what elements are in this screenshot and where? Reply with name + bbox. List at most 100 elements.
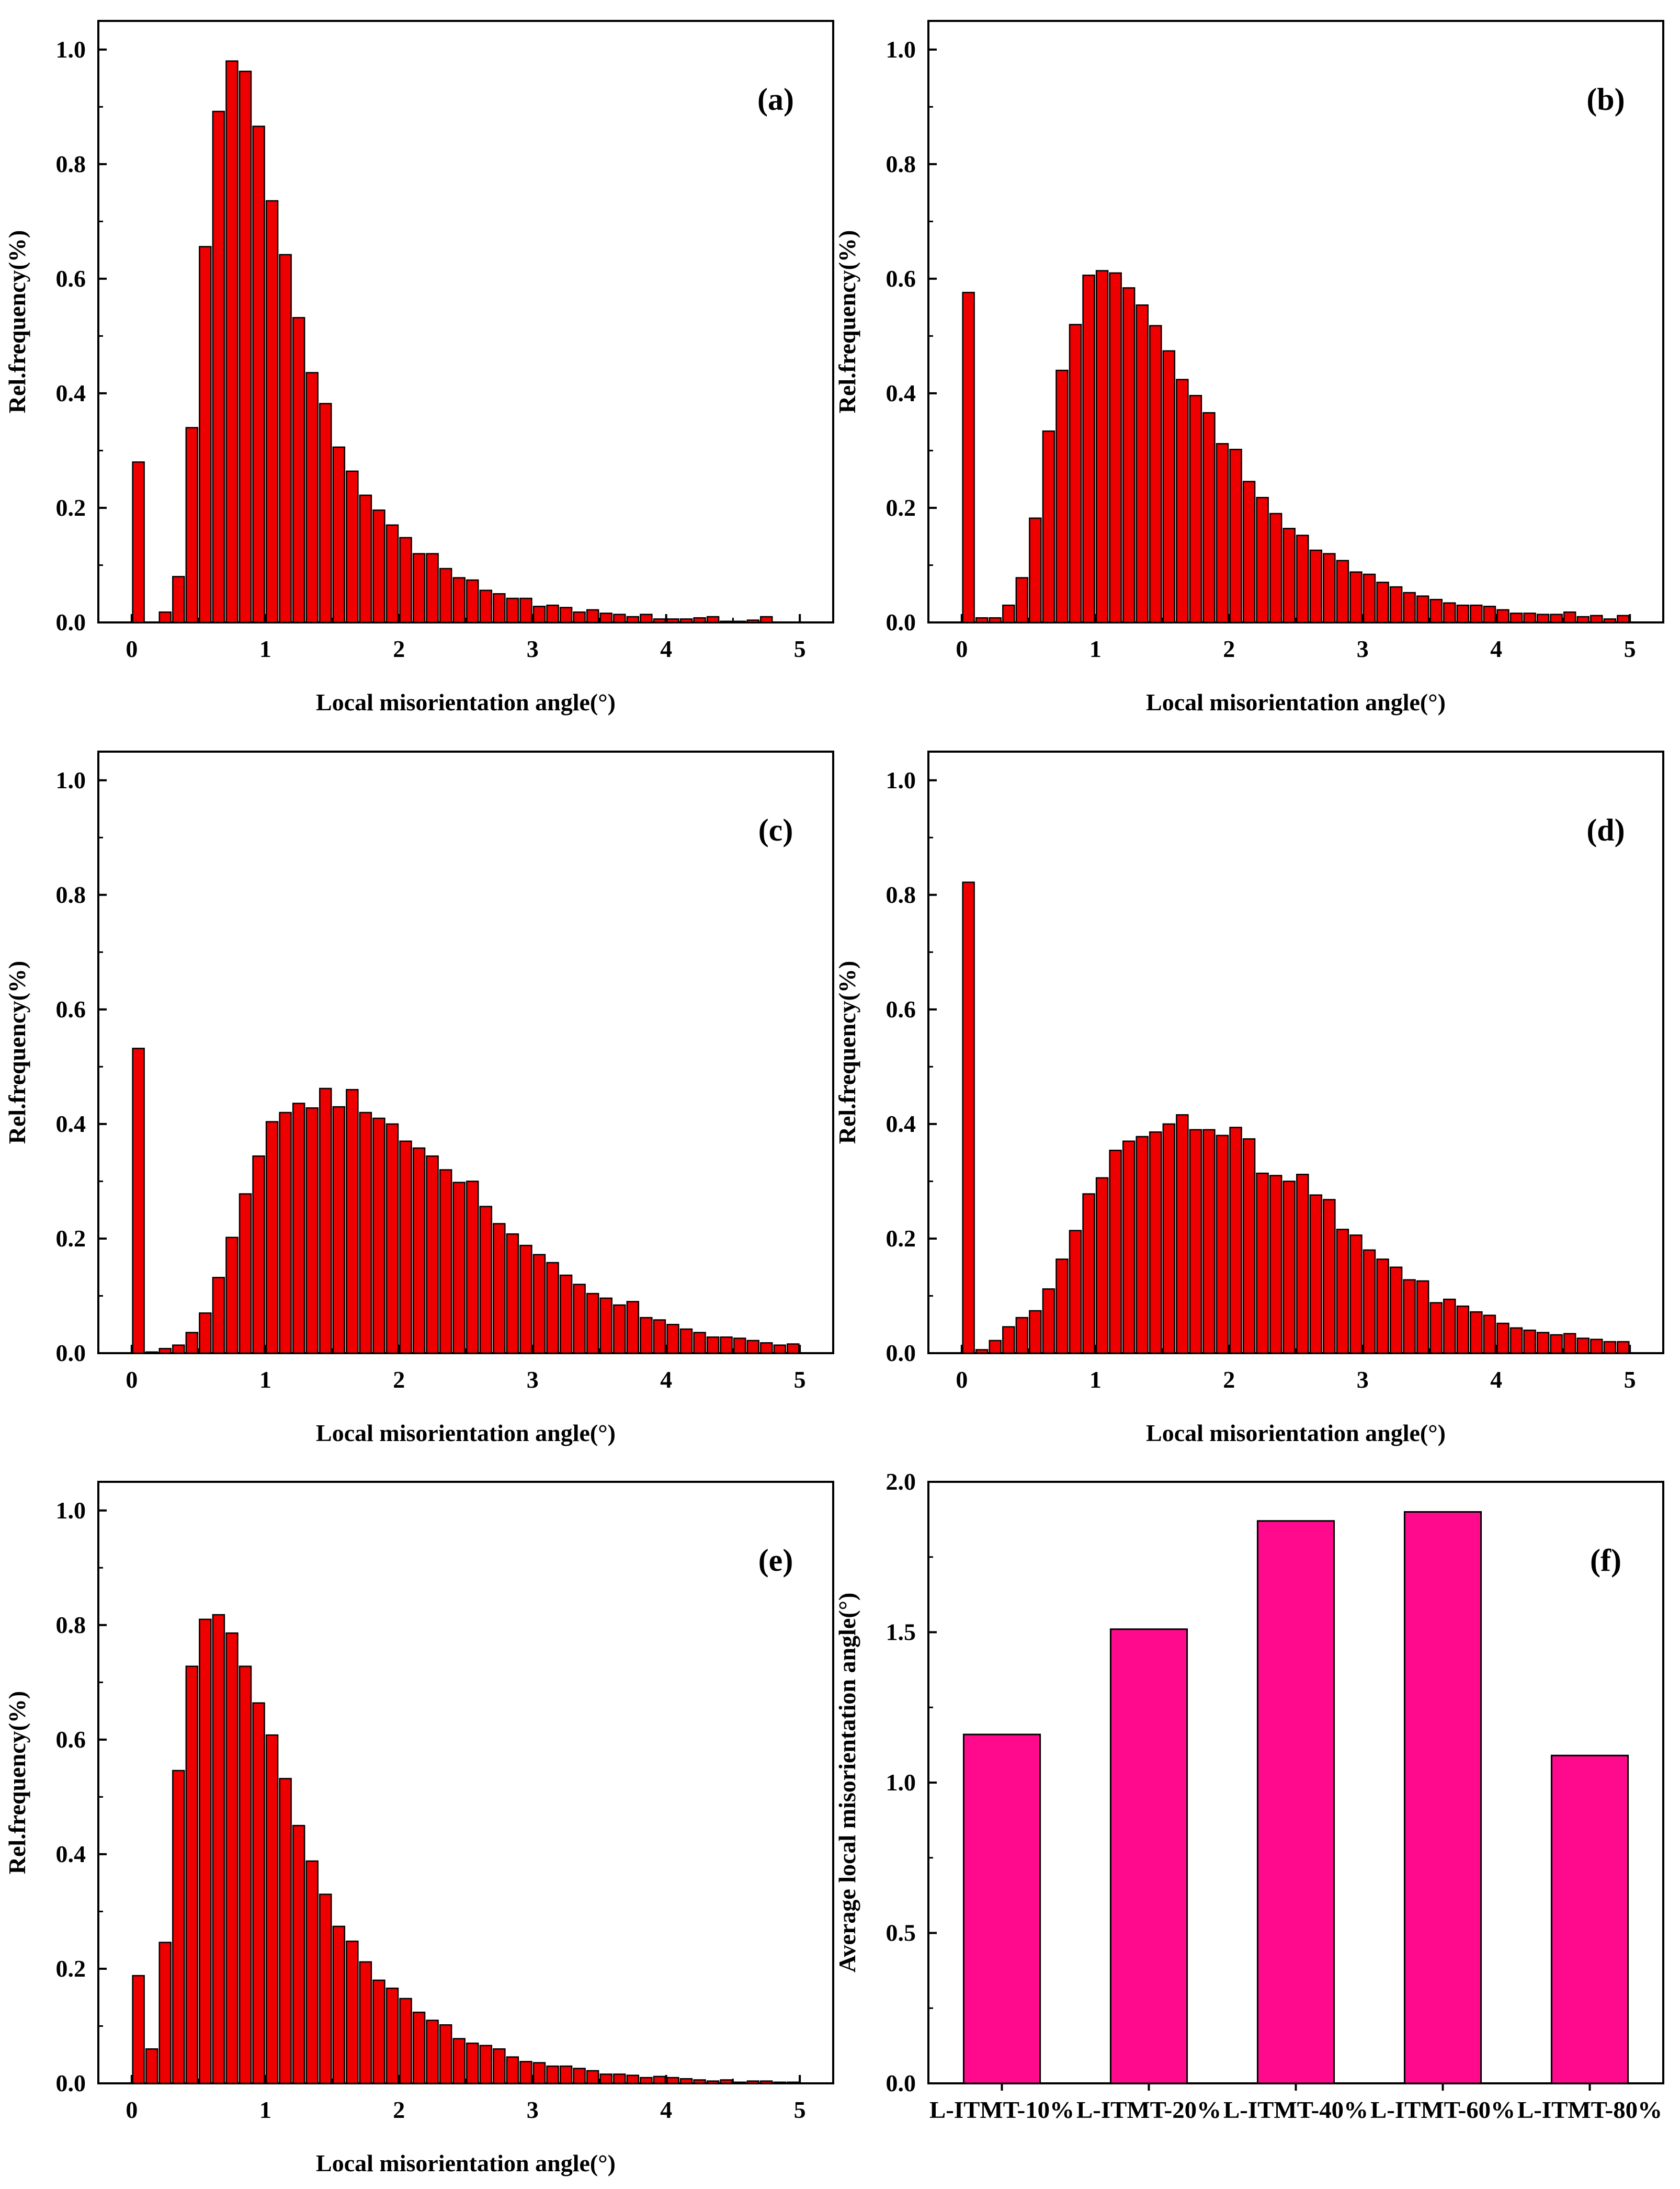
bar — [532, 606, 546, 623]
bar — [346, 470, 359, 623]
bar — [1015, 1317, 1029, 1354]
bar — [292, 1103, 305, 1354]
bar — [1162, 1123, 1176, 1354]
y-tick-label: 0.6 — [56, 1726, 86, 1753]
bar — [493, 2048, 506, 2084]
y-tick-label: 0.8 — [886, 151, 916, 177]
bar — [319, 1893, 332, 2084]
bar — [452, 1182, 466, 1354]
bar — [1336, 1229, 1349, 1354]
bar — [1550, 1334, 1563, 1354]
bar — [1550, 1754, 1629, 2084]
y-tick-label: 1.0 — [56, 36, 86, 63]
bar — [493, 1223, 506, 1354]
bar — [479, 589, 493, 623]
bar — [1296, 1174, 1309, 1354]
bar — [773, 2081, 787, 2084]
x-tick-label: L-ITMT-80% — [1517, 2096, 1662, 2123]
bar — [1149, 325, 1162, 623]
bar — [1403, 1511, 1482, 2084]
bar — [452, 2038, 466, 2084]
x-tick-label: 4 — [660, 2096, 672, 2123]
x-tick-label: L-ITMT-10% — [929, 2096, 1074, 2123]
y-tick-label: 1.5 — [886, 1619, 916, 1646]
bar — [626, 1301, 640, 1354]
bar — [426, 1155, 439, 1354]
bar — [1389, 1266, 1403, 1354]
bar — [1456, 604, 1470, 623]
bar — [1189, 395, 1202, 623]
bar — [599, 613, 612, 623]
bar — [1590, 1339, 1603, 1354]
bar — [1269, 513, 1282, 623]
bar — [679, 2078, 693, 2084]
y-tick-label: 0.0 — [886, 609, 916, 636]
bar — [1376, 582, 1389, 623]
bar — [1536, 1332, 1550, 1354]
y-tick-label: 0.4 — [56, 380, 86, 406]
bar — [372, 1979, 385, 2084]
bar — [1042, 1288, 1055, 1354]
bar — [573, 611, 586, 623]
bar — [212, 1277, 225, 1354]
bar — [385, 1123, 399, 1354]
bar — [1483, 606, 1496, 623]
bar — [1590, 615, 1603, 623]
x-tick-label: 5 — [794, 636, 806, 662]
x-tick-label: 0 — [126, 636, 138, 662]
bar — [332, 1925, 346, 2084]
bar — [1256, 496, 1269, 623]
bar — [158, 1347, 172, 1354]
bar — [1242, 1138, 1256, 1354]
bar — [1149, 1131, 1162, 1354]
bar — [760, 2080, 773, 2084]
y-axis-label: Rel.frequency(%) — [834, 230, 860, 413]
bar — [1136, 1136, 1149, 1354]
bar — [546, 604, 559, 623]
bar — [1109, 1628, 1188, 2084]
y-tick-label: 0.0 — [56, 2070, 86, 2096]
x-axis-label: Local misorientation angle(°) — [316, 689, 616, 716]
y-tick-label: 0.4 — [886, 380, 916, 406]
bar — [1603, 1341, 1617, 1354]
bar — [720, 1336, 733, 1354]
bar — [426, 2020, 439, 2084]
bar — [319, 1087, 332, 1354]
y-tick-label: 0.0 — [886, 2070, 916, 2096]
bar — [399, 1998, 412, 2084]
bar — [1509, 1327, 1523, 1354]
bar — [613, 1304, 626, 1354]
bar — [1403, 1279, 1416, 1354]
x-tick-label: 5 — [1624, 636, 1636, 662]
chart-panel-c: 0.0 0.2 0.4 0.6 0.8 1.0 0 1 2 3 4 5 Local misorienta… — [4, 751, 834, 1446]
bar — [319, 403, 332, 623]
bar — [626, 2074, 640, 2084]
bar — [1202, 1129, 1216, 1354]
bar — [1416, 595, 1429, 623]
bar — [640, 2077, 653, 2084]
bar — [787, 2081, 800, 2084]
panel-label: (b) — [1586, 82, 1625, 117]
bar — [1323, 1199, 1336, 1354]
x-tick-label: 0 — [126, 2096, 138, 2123]
x-tick-label: 4 — [1490, 1366, 1502, 1393]
y-axis-label: Rel.frequency(%) — [4, 961, 30, 1144]
bar — [359, 1961, 372, 2084]
bar — [1256, 1172, 1269, 1354]
bar — [385, 1987, 399, 2084]
bar — [225, 1237, 239, 1354]
y-axis-label: Average local misorientation angle(°) — [834, 1593, 860, 1973]
bar — [720, 2079, 733, 2084]
bar — [493, 593, 506, 623]
bar — [706, 2080, 720, 2084]
x-tick-label: 3 — [1357, 636, 1369, 662]
y-axis-label: Rel.frequency(%) — [834, 961, 860, 1144]
bar — [185, 427, 199, 623]
bar — [252, 1155, 265, 1354]
y-tick-label: 1.0 — [56, 767, 86, 793]
y-tick-label: 0.2 — [56, 494, 86, 521]
y-tick-label: 0.2 — [56, 1225, 86, 1252]
bar — [559, 2065, 573, 2084]
bar — [1055, 1258, 1069, 1354]
